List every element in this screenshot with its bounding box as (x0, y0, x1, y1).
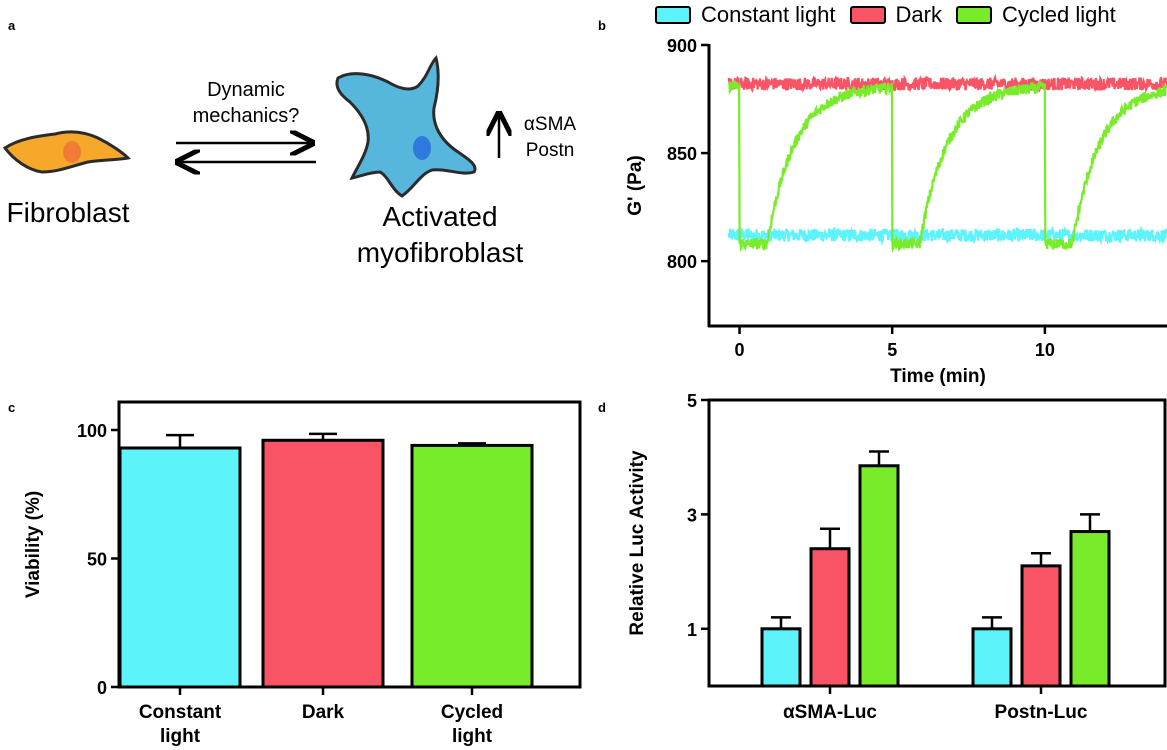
b-y-tick-label: 900 (667, 36, 697, 56)
c-x-tick-label: Dark (302, 702, 345, 723)
legend: Constant light Dark Cycled light (655, 2, 1130, 28)
legend-item-cycled: Cycled light (955, 2, 1116, 28)
panel-label-b: b (598, 18, 606, 33)
c-x-tick-label: light (452, 726, 493, 747)
marker-asma: αSMA (524, 114, 576, 135)
legend-item-dark: Dark (849, 2, 942, 28)
arrow-label-line2: mechanics? (193, 105, 300, 127)
panel-label-d: d (598, 400, 606, 415)
panel-a-diagram: Fibroblast Dynamic mechanics? Activated … (2, 55, 576, 268)
d-bar-dark (809, 547, 851, 688)
c-y-tick-label: 100 (77, 421, 107, 441)
b-y-axis-label: G' (Pa) (625, 155, 646, 215)
c-bar (410, 443, 534, 689)
legend-label-cycled: Cycled light (1001, 2, 1116, 27)
myofibroblast-nucleus (413, 136, 431, 160)
myofibroblast-cell (335, 55, 477, 198)
panel-label-c: c (8, 400, 16, 415)
d-x-tick-label: Postn-Luc (995, 702, 1088, 723)
c-y-tick-label: 50 (87, 550, 107, 570)
b-y-tick-label: 850 (667, 144, 697, 164)
d-y-tick-label: 1 (687, 620, 697, 640)
legend-label-dark: Dark (895, 2, 942, 27)
d-bar-cycled-light (1069, 530, 1111, 688)
c-x-tick-label: Constant (139, 702, 222, 723)
c-x-tick-label: light (160, 726, 201, 747)
c-y-tick-label: 0 (97, 678, 107, 698)
d-y-tick-label: 3 (687, 505, 697, 525)
legend-label-constant: Constant light (701, 2, 836, 27)
myo-label-line2: myofibroblast (357, 237, 524, 268)
b-x-tick-label: 0 (735, 340, 745, 360)
legend-swatch-dark (849, 6, 886, 24)
myo-label-line1: Activated (382, 201, 497, 232)
b-x-axis-label: Time (min) (890, 366, 986, 387)
b-x-tick-label: 5 (887, 340, 897, 360)
d-bar-dark (1020, 564, 1062, 688)
legend-swatch-constant (655, 6, 691, 24)
b-y-tick-label: 800 (667, 252, 697, 272)
marker-postn: Postn (526, 140, 575, 161)
d-y-axis-label: Relative Luc Activity (627, 450, 648, 636)
chart-b-rheology: 800 850 900 0 5 10 Time (min) G' (Pa) (625, 36, 1167, 387)
d-bar-constant-light (971, 627, 1013, 688)
d-bar-cycled-light (858, 464, 900, 688)
d-y-tick-label: 5 (687, 391, 697, 411)
arrow-label-line1: Dynamic (207, 79, 285, 101)
panel-label-a: a (8, 18, 16, 33)
b-series-constant-light (727, 225, 1167, 246)
c-bar (261, 438, 385, 689)
fibroblast-label: Fibroblast (7, 197, 130, 228)
c-y-axis-label: Viability (%) (23, 491, 44, 598)
legend-swatch-cycled (955, 6, 992, 24)
legend-item-constant: Constant light (655, 2, 836, 28)
d-x-tick-label: αSMA-Luc (783, 702, 877, 723)
b-series-dark (727, 73, 1167, 94)
d-bar-constant-light (760, 627, 802, 688)
b-series-cycled-light (727, 79, 1167, 253)
chart-c-viability: 0 50 100 Viability (%) Constant light Dark Cycl… (23, 400, 582, 747)
b-x-tick-label: 10 (1035, 340, 1055, 360)
d-plot-frame (707, 398, 1167, 688)
c-bar (118, 446, 242, 689)
c-x-tick-label: Cycled (441, 702, 503, 723)
chart-d-luc: 1 3 5 Relative Luc Activity αSMA-Luc Postn-Lu… (627, 391, 1167, 723)
fibroblast-nucleus (63, 141, 81, 163)
